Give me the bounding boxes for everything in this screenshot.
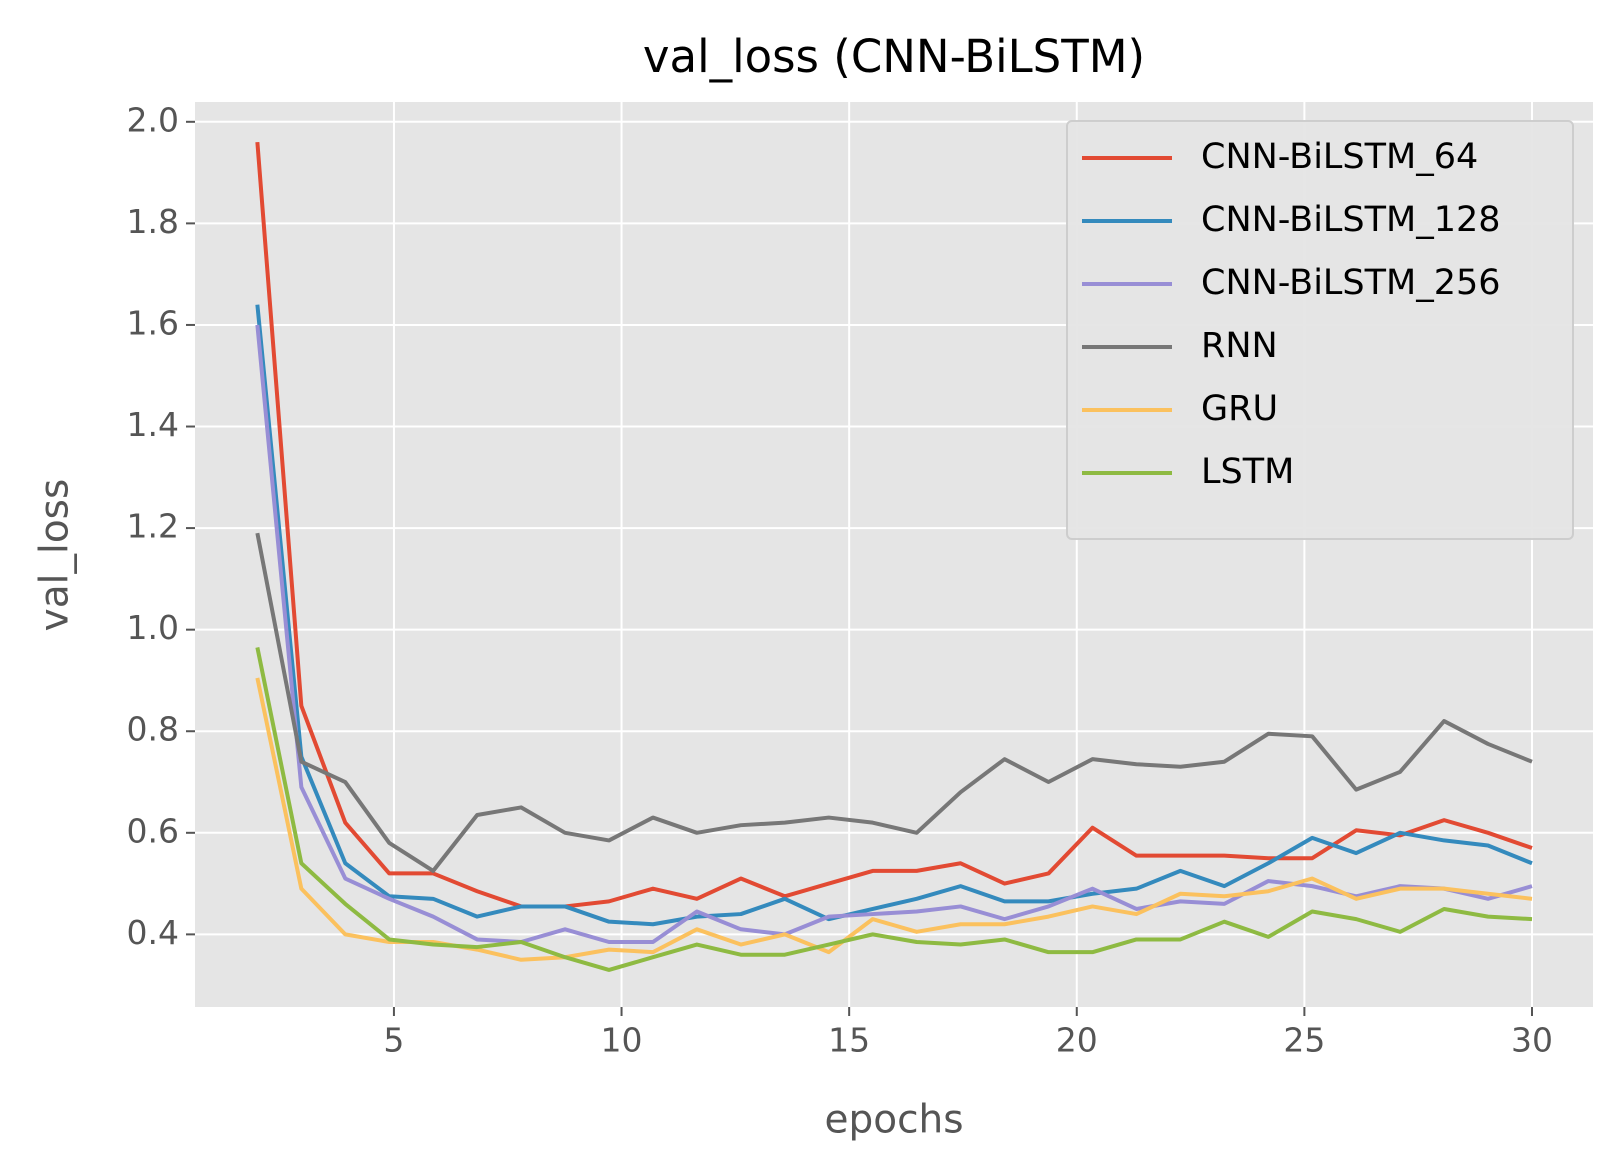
y-tick-label: 0.6 xyxy=(127,811,179,850)
line-series xyxy=(255,304,1533,927)
x-tick-label: 15 xyxy=(828,1021,870,1060)
x-tick-label: 20 xyxy=(1056,1021,1098,1060)
line-series xyxy=(255,141,1533,909)
y-tick-label: 1.2 xyxy=(127,507,179,546)
line-series xyxy=(255,532,1533,873)
y-tick-label: 1.8 xyxy=(127,202,179,241)
legend-label: CNN-BiLSTM_128 xyxy=(1201,200,1501,240)
y-tick-label: 0.8 xyxy=(127,710,179,749)
legend-label: LSTM xyxy=(1201,452,1294,492)
legend-label: RNN xyxy=(1201,326,1278,366)
x-tick-label: 25 xyxy=(1283,1021,1325,1060)
x-tick-label: 5 xyxy=(383,1021,404,1060)
y-tick-label: 2.0 xyxy=(127,100,179,139)
line-series xyxy=(255,324,1533,944)
line-series xyxy=(255,647,1533,972)
y-tick-label: 1.4 xyxy=(127,405,179,444)
legend-label: CNN-BiLSTM_64 xyxy=(1201,137,1478,177)
x-axis-label: epochs xyxy=(824,1098,963,1143)
y-tick-label: 0.4 xyxy=(127,913,179,952)
y-axis-label: val_loss xyxy=(33,479,78,632)
legend-box xyxy=(1066,120,1574,540)
y-tick-label: 1.0 xyxy=(127,608,179,647)
x-tick-label: 10 xyxy=(601,1021,643,1060)
y-tick-label: 1.6 xyxy=(127,303,179,342)
legend-label: CNN-BiLSTM_256 xyxy=(1201,263,1501,303)
chart-title: val_loss (CNN-BiLSTM) xyxy=(643,30,1145,83)
x-tick-label: 30 xyxy=(1511,1021,1553,1060)
legend-label: GRU xyxy=(1201,389,1278,429)
